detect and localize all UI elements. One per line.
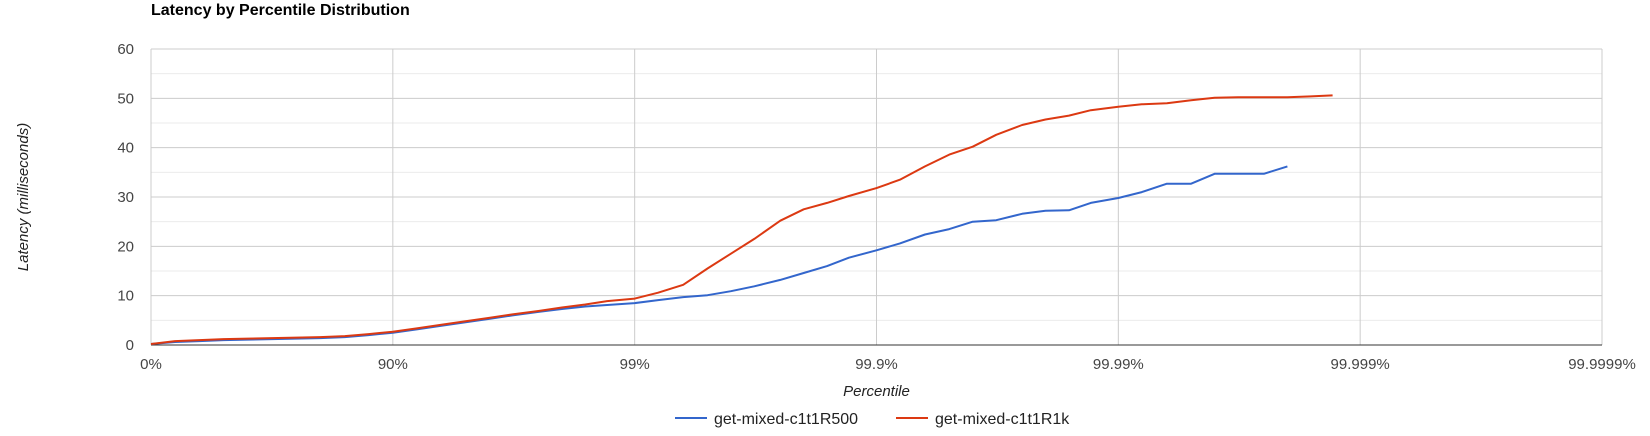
legend-label: get-mixed-c1t1R500 — [714, 411, 858, 428]
x-axis-label: Percentile — [843, 383, 910, 400]
major-gridlines — [150, 48, 1603, 346]
y-tick-label: 50 — [117, 90, 134, 107]
x-tick-label: 0% — [140, 356, 162, 373]
y-axis-ticks: 0 10 20 30 40 50 60 — [117, 41, 134, 354]
legend: get-mixed-c1t1R500 get-mixed-c1t1R1k — [675, 411, 1070, 428]
x-tick-label: 99.999% — [1331, 356, 1390, 373]
y-tick-label: 20 — [117, 238, 134, 255]
x-tick-label: 99.9% — [855, 356, 898, 373]
series-line — [150, 94, 1333, 345]
y-axis-label: Latency (milliseconds) — [15, 123, 32, 271]
x-tick-label: 99% — [620, 356, 650, 373]
y-tick-label: 10 — [117, 288, 134, 305]
series-lines — [150, 94, 1333, 345]
y-tick-label: 0 — [126, 337, 134, 354]
x-tick-label: 90% — [378, 356, 408, 373]
legend-label: get-mixed-c1t1R1k — [935, 411, 1070, 428]
y-tick-label: 60 — [117, 41, 134, 58]
x-tick-label: 99.9999% — [1568, 356, 1636, 373]
series-line — [150, 165, 1288, 345]
x-tick-label: 99.99% — [1093, 356, 1144, 373]
chart-title: Latency by Percentile Distribution — [151, 2, 410, 19]
y-tick-label: 30 — [117, 189, 134, 206]
x-axis-ticks: 0% 90% 99% 99.9% 99.99% 99.999% 99.9999% — [140, 356, 1636, 373]
y-tick-label: 40 — [117, 140, 134, 157]
